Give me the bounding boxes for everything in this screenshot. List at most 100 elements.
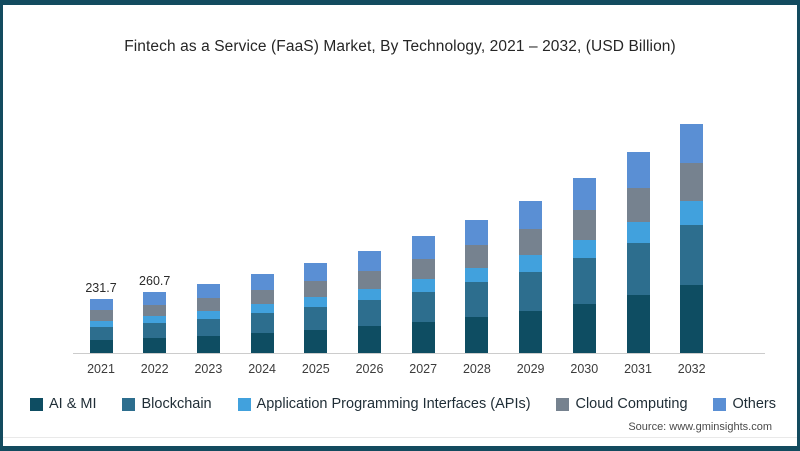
bar-2022	[143, 292, 167, 353]
bar-segment-cloud-computing	[250, 290, 274, 305]
bar-segment-blockchain	[304, 307, 328, 330]
bar-2028	[465, 219, 489, 353]
chart-stage: Fintech as a Service (FaaS) Market, By T…	[3, 5, 797, 446]
bar-segment-cloud-computing	[304, 281, 328, 298]
bar-segment-blockchain	[465, 282, 489, 317]
bar-segment-others	[143, 292, 167, 306]
chart-title: Fintech as a Service (FaaS) Market, By T…	[124, 38, 676, 55]
bar-segment-blockchain	[196, 318, 220, 336]
bar-segment-blockchain	[143, 322, 167, 339]
bar-segment-application-programming-interfaces-apis	[626, 221, 650, 243]
bar-segment-others	[304, 263, 328, 282]
bar-segment-application-programming-interfaces-apis	[143, 316, 167, 323]
legend-item-blockchain: Blockchain	[122, 396, 212, 412]
bar-segment-application-programming-interfaces-apis	[196, 310, 220, 319]
x-axis-label-2024: 2024	[248, 362, 276, 376]
bar-segment-ai-mi	[196, 335, 220, 353]
bar-segment-others	[626, 152, 650, 188]
legend-label: AI & MI	[49, 396, 97, 412]
bar-segment-application-programming-interfaces-apis	[89, 320, 113, 327]
bottom-divider	[3, 437, 797, 438]
bar-segment-ai-mi	[250, 332, 274, 353]
bar-2029	[519, 201, 543, 353]
bar-segment-others	[465, 219, 489, 245]
bar-2025	[304, 263, 328, 353]
legend-item-ai-mi: AI & MI	[30, 396, 97, 412]
bar-segment-cloud-computing	[411, 258, 435, 280]
bar-2026	[358, 250, 381, 353]
x-axis-label-2026: 2026	[355, 362, 384, 376]
bar-2023	[196, 284, 220, 353]
bar-segment-application-programming-interfaces-apis	[680, 200, 704, 225]
bar-segment-application-programming-interfaces-apis	[519, 255, 543, 272]
bar-segment-ai-mi	[143, 338, 167, 353]
plot-area: 231.7 2021 260.7 2022 2023 2024 2025 2026 2027 20…	[3, 5, 797, 446]
bar-segment-others	[89, 299, 113, 311]
x-axis-line	[73, 353, 765, 354]
legend-label: Others	[732, 396, 776, 412]
x-axis-label-2027: 2027	[409, 362, 438, 376]
x-axis-label-2021: 2021	[87, 362, 115, 376]
bar-total-label-2022: 260.7	[139, 274, 171, 289]
x-axis-label-2032: 2032	[677, 362, 706, 376]
bar-segment-application-programming-interfaces-apis	[250, 304, 274, 313]
bar-segment-ai-mi	[89, 339, 113, 353]
bar-segment-cloud-computing	[626, 187, 650, 222]
bar-segment-application-programming-interfaces-apis	[411, 279, 435, 292]
bar-segment-cloud-computing	[572, 209, 596, 240]
bar-segment-application-programming-interfaces-apis	[465, 268, 489, 283]
bar-2031	[626, 152, 650, 353]
x-axis-label-2022: 2022	[140, 362, 169, 376]
bar-2027	[411, 236, 435, 353]
bar-segment-cloud-computing	[680, 163, 704, 201]
bar-2024	[250, 273, 274, 353]
x-axis-label-2023: 2023	[194, 362, 223, 376]
bar-segment-others	[680, 124, 704, 164]
bar-segment-cloud-computing	[89, 310, 113, 321]
bar-segment-cloud-computing	[358, 270, 381, 290]
bar-segment-blockchain	[250, 312, 274, 333]
bar-segment-ai-mi	[519, 311, 543, 353]
bar-segment-cloud-computing	[143, 305, 167, 317]
bar-segment-blockchain	[626, 242, 650, 296]
bar-segment-application-programming-interfaces-apis	[304, 297, 328, 308]
source-note: Source: www.gminsights.com	[628, 421, 772, 433]
bar-segment-blockchain	[519, 271, 543, 312]
legend-label: Application Programming Interfaces (APIs…	[256, 396, 531, 412]
chart-legend: AI & MI Blockchain Application Programming…	[30, 392, 776, 416]
legend-swatch-icon	[237, 397, 251, 411]
legend-label: Blockchain	[141, 396, 212, 412]
bar-segment-ai-mi	[680, 285, 704, 353]
bar-segment-blockchain	[89, 326, 113, 340]
bar-segment-others	[358, 250, 381, 271]
bar-segment-others	[411, 236, 435, 259]
bar-segment-cloud-computing	[196, 298, 220, 311]
x-axis-label-2030: 2030	[570, 362, 599, 376]
bar-2032	[680, 124, 704, 353]
x-axis-label-2031: 2031	[624, 362, 652, 376]
bar-segment-cloud-computing	[465, 245, 489, 269]
bar-segment-ai-mi	[572, 303, 596, 353]
legend-item-application-programming-interfaces-apis: Application Programming Interfaces (APIs…	[237, 396, 531, 412]
bar-segment-cloud-computing	[519, 229, 543, 256]
x-axis-label-2025: 2025	[301, 362, 330, 376]
legend-label: Cloud Computing	[575, 396, 688, 412]
bar-segment-blockchain	[680, 224, 704, 286]
bar-segment-ai-mi	[626, 295, 650, 353]
bar-segment-ai-mi	[358, 326, 381, 353]
bar-segment-others	[572, 177, 596, 210]
legend-item-cloud-computing: Cloud Computing	[556, 396, 688, 412]
bar-2030	[572, 177, 596, 353]
legend-item-others: Others	[713, 396, 776, 412]
bar-segment-application-programming-interfaces-apis	[358, 289, 381, 301]
legend-swatch-icon	[30, 397, 43, 411]
bar-segment-others	[519, 201, 543, 230]
bar-segment-others	[196, 284, 220, 299]
x-axis-label-2029: 2029	[516, 362, 545, 376]
bar-segment-blockchain	[572, 258, 596, 304]
bar-total-label-2021: 231.7	[85, 281, 117, 296]
x-axis-label-2028: 2028	[462, 362, 491, 376]
legend-swatch-icon	[713, 397, 727, 411]
bar-segment-others	[250, 273, 274, 291]
